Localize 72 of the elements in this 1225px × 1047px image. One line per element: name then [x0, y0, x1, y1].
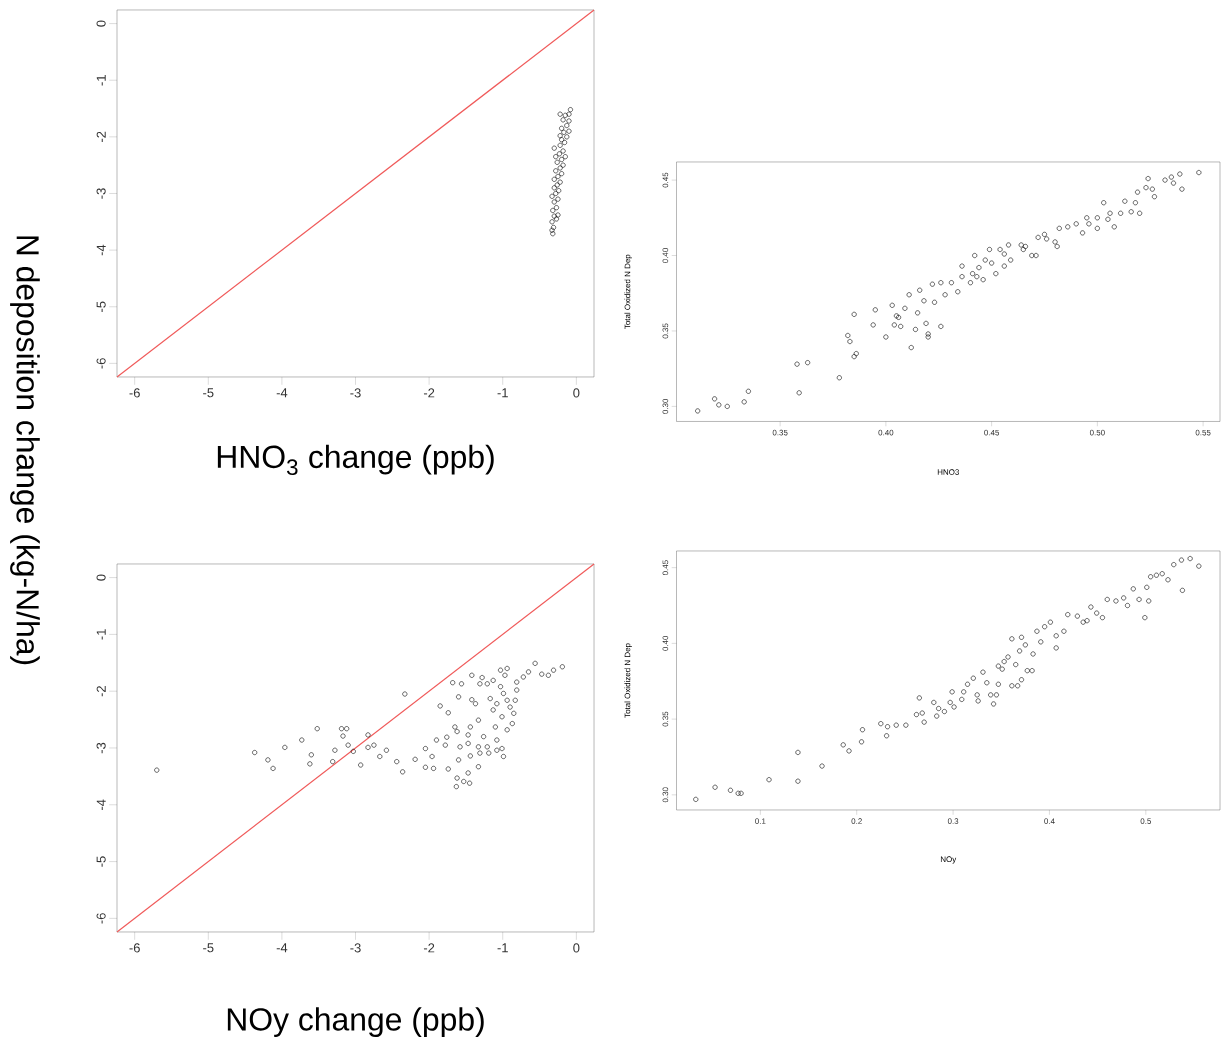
point	[556, 188, 562, 194]
point	[553, 190, 559, 196]
point	[557, 179, 563, 185]
x-axis-title: HNO$_{3}$ change (ppb)	[217, 444, 494, 476]
point	[557, 165, 563, 171]
y-tick-label: -4	[96, 244, 106, 256]
y-tick-label: 0	[96, 574, 106, 581]
x-tick-label: -4	[276, 943, 288, 953]
x-tick-label: 0	[573, 388, 580, 398]
y-tick-label: -4	[96, 799, 106, 810]
point	[564, 123, 570, 129]
x-tick-label: -2	[423, 943, 435, 953]
point	[564, 134, 570, 140]
point	[549, 219, 555, 225]
point	[566, 111, 572, 117]
x-tick-label: -6	[129, 388, 140, 398]
y-tick-label: -6	[96, 358, 106, 369]
x-tick-label: -1	[497, 943, 508, 953]
x-tick-label: -1	[497, 388, 508, 398]
point	[554, 182, 560, 188]
x-tick-label: -3	[350, 388, 361, 398]
x-tick-label: -3	[350, 943, 361, 953]
point	[562, 112, 568, 118]
point	[550, 231, 556, 237]
point	[551, 224, 557, 230]
y-tick-label: 0	[96, 20, 106, 27]
point	[551, 213, 557, 219]
x-axis-title: NOy change (ppb)	[227, 1007, 484, 1037]
point	[551, 145, 557, 151]
y-tick-label: -5	[96, 301, 106, 312]
point	[551, 199, 557, 205]
point	[559, 171, 565, 177]
point	[560, 117, 566, 123]
point	[567, 107, 573, 113]
point	[559, 125, 565, 131]
point	[554, 159, 560, 165]
point	[560, 162, 566, 168]
point	[559, 137, 565, 143]
x-tick-label: -5	[203, 388, 214, 398]
point	[566, 118, 572, 124]
x-tick-label: 0	[573, 943, 580, 953]
point	[551, 185, 557, 191]
y-tick-label: -6	[96, 913, 106, 924]
point	[560, 148, 566, 154]
point	[553, 205, 559, 211]
y-tick-label: -2	[96, 686, 106, 697]
x-tick-label: -2	[423, 388, 435, 398]
point	[553, 168, 559, 174]
x-tick-label: -5	[203, 943, 214, 953]
x-tick-label: -4	[276, 388, 288, 398]
point	[555, 212, 561, 218]
point	[556, 151, 562, 157]
y-tick-label: -3	[96, 742, 106, 754]
point	[566, 128, 572, 134]
point	[555, 196, 561, 202]
point	[557, 142, 563, 148]
point	[555, 173, 561, 179]
point	[557, 111, 563, 117]
point	[549, 227, 555, 233]
point	[551, 176, 557, 182]
y-tick-label: -1	[96, 75, 106, 86]
point	[549, 193, 555, 199]
point	[561, 129, 567, 135]
point	[557, 133, 563, 139]
y-tick-label: -2	[96, 131, 106, 143]
x-tick-label: -6	[129, 943, 140, 953]
y-axis-title: N deposition change (kg-N/ha)	[10, 236, 40, 665]
point	[559, 157, 565, 162]
point	[553, 216, 559, 222]
y-tick-label: -5	[96, 856, 106, 867]
y-tick-label: -1	[96, 629, 106, 640]
y-tick-label: -3	[96, 188, 106, 199]
